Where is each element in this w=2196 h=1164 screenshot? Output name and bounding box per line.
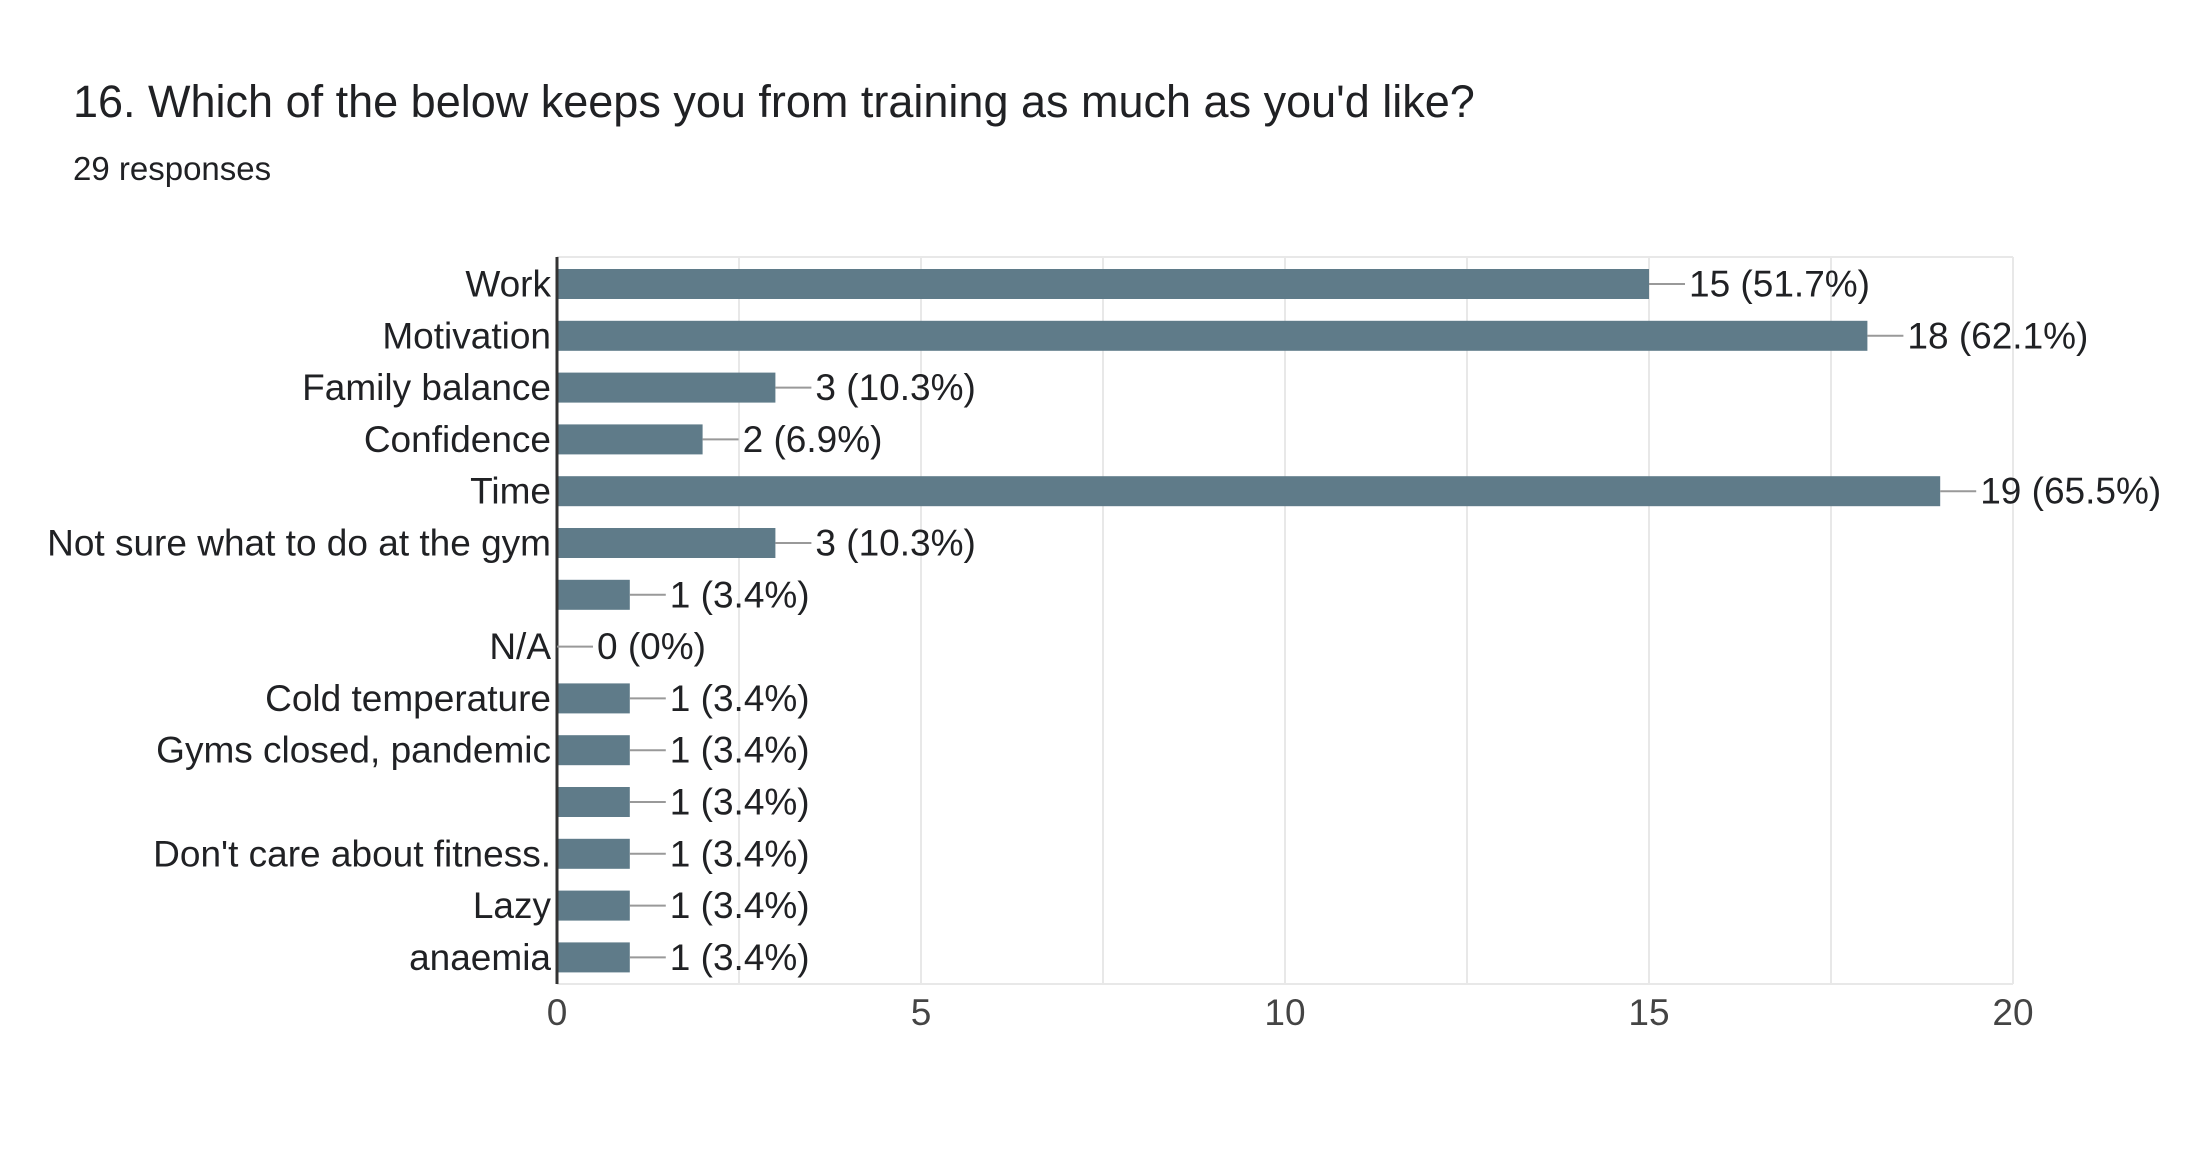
data-label: 2 (6.9%) [743, 419, 883, 460]
data-label: 1 (3.4%) [670, 678, 810, 719]
data-label: 18 (62.1%) [1907, 315, 2088, 356]
x-tick-label: 15 [1628, 992, 1669, 1033]
bar [557, 528, 776, 558]
data-label: 3 (10.3%) [815, 367, 975, 408]
question-title: 16. Which of the below keeps you from tr… [73, 76, 1475, 127]
x-tick-label: 0 [547, 992, 568, 1033]
category-label: N/A [489, 626, 551, 667]
label-layer: 15 (51.7%) Work 18 (62.1%) Motivation 3 (10.… [47, 264, 2161, 978]
bar [557, 735, 630, 766]
category-label: Gyms closed, pandemic [156, 730, 551, 771]
data-label: 1 (3.4%) [670, 885, 810, 926]
category-label: Cold temperature [265, 678, 551, 719]
data-label: 15 (51.7%) [1689, 264, 1870, 305]
category-label: Not sure what to do at the gym [47, 523, 551, 564]
x-tick-label: 5 [911, 992, 932, 1033]
bar [557, 942, 630, 973]
data-label: 1 (3.4%) [670, 574, 810, 615]
data-label: 19 (65.5%) [1980, 471, 2161, 512]
bar [557, 683, 630, 714]
bar [557, 476, 1941, 507]
bar [557, 269, 1649, 299]
data-label: 1 (3.4%) [670, 937, 810, 978]
category-label: Family balance [302, 367, 551, 408]
axis-layer: 0 5 10 15 20 [547, 257, 2034, 1033]
data-label: 1 (3.4%) [670, 730, 810, 771]
x-tick-label: 10 [1264, 992, 1305, 1033]
grid-layer [557, 256, 2014, 985]
bar [557, 579, 630, 610]
category-label: Work [465, 264, 551, 305]
data-label: 1 (3.4%) [670, 782, 810, 823]
bar [557, 320, 1868, 351]
data-label: 3 (10.3%) [815, 523, 975, 564]
bar-layer [557, 269, 1941, 973]
response-count: 29 responses [73, 150, 272, 187]
category-label: Don't care about fitness. [153, 833, 551, 874]
category-label: anaemia [409, 937, 551, 978]
bar [557, 424, 703, 455]
data-label: 0 (0%) [597, 626, 706, 667]
category-label: Lazy [473, 885, 552, 926]
bar [557, 890, 630, 921]
bar [557, 372, 776, 403]
category-label: Time [470, 471, 551, 512]
data-label: 1 (3.4%) [670, 833, 810, 874]
category-label: Motivation [382, 315, 551, 356]
category-label: Confidence [364, 419, 551, 460]
bar [557, 787, 630, 817]
bar [557, 838, 630, 869]
x-tick-label: 20 [1992, 992, 2033, 1033]
